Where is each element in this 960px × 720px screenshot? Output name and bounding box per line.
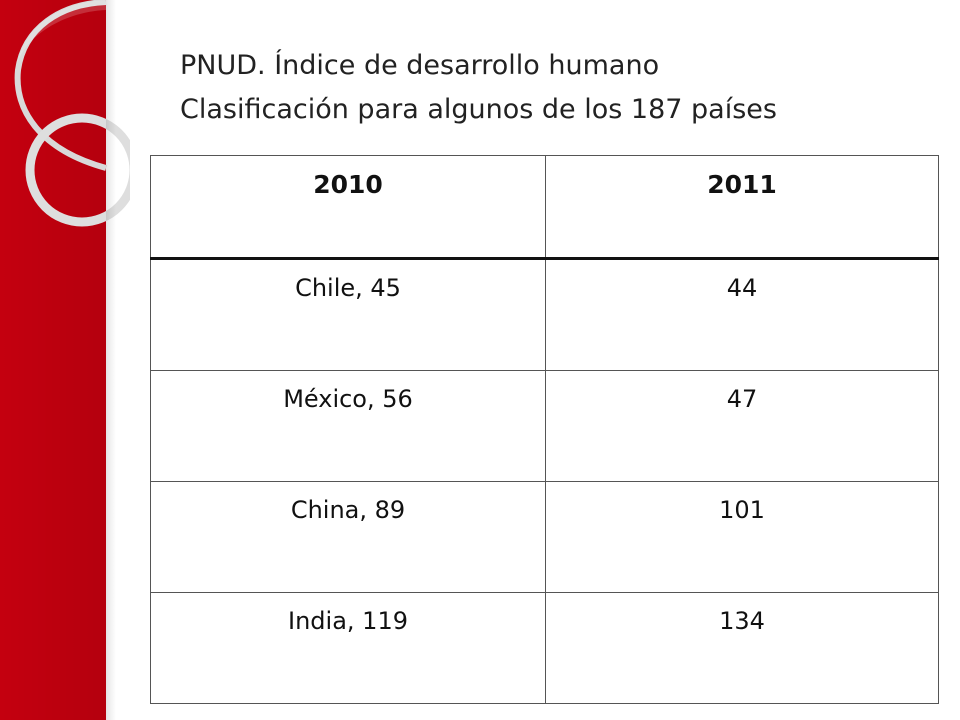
title-line-1: PNUD. Índice de desarrollo humano: [180, 50, 660, 81]
header-2010: 2010: [150, 155, 546, 260]
table-header-row: 2010 2011: [150, 155, 939, 260]
decorative-rings: [14, 0, 130, 227]
cell-2011: 44: [545, 258, 939, 371]
top-arc-ring: [14, 0, 107, 171]
lower-ring: [25, 113, 130, 227]
ranking-table: 2010 2011 Chile, 45 44 México, 56 47 Chi…: [150, 155, 939, 704]
band-edge-shadow: [106, 0, 116, 720]
cell-2011: 134: [545, 592, 939, 704]
table-row: China, 89 101: [150, 481, 939, 593]
cell-2010: Chile, 45: [150, 258, 546, 371]
top-arc-fill: [16, 0, 106, 70]
cell-2010: India, 119: [150, 592, 546, 704]
table-row: Chile, 45 44: [150, 258, 939, 371]
title-line-2: Clasificación para algunos de los 187 pa…: [180, 94, 777, 125]
cell-2010: China, 89: [150, 481, 546, 593]
cell-2011: 101: [545, 481, 939, 593]
cell-2010: México, 56: [150, 370, 546, 482]
cell-2011: 47: [545, 370, 939, 482]
table-row: México, 56 47: [150, 370, 939, 482]
header-2011: 2011: [545, 155, 939, 260]
ranking-table-container: 2010 2011 Chile, 45 44 México, 56 47 Chi…: [150, 155, 939, 704]
table-row: India, 119 134: [150, 592, 939, 704]
slide-title: PNUD. Índice de desarrollo humano Clasif…: [180, 44, 940, 132]
